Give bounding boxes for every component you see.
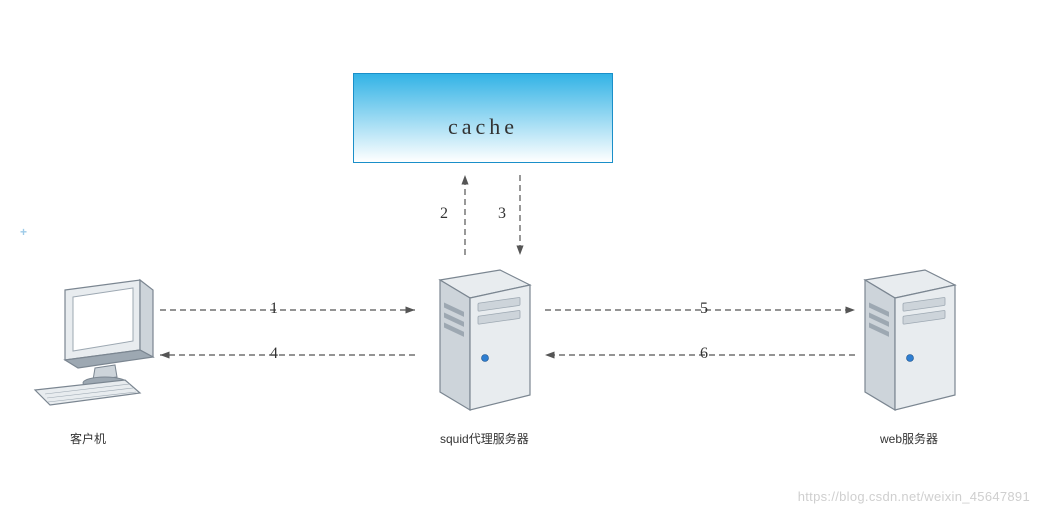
web-icon (865, 270, 955, 410)
edge-label-1: 1 (270, 300, 278, 318)
proxy-icon (440, 270, 530, 410)
edge-label-5: 5 (700, 300, 708, 318)
edge-label-4: 4 (270, 345, 278, 363)
client-icon (35, 280, 153, 405)
client-label: 客户机 (70, 430, 106, 447)
diagram-canvas: cache + (0, 0, 1040, 510)
edge-label-3: 3 (498, 205, 506, 223)
edge-label-2: 2 (440, 205, 448, 223)
watermark: https://blog.csdn.net/weixin_45647891 (798, 489, 1030, 504)
edge-label-6: 6 (700, 345, 708, 363)
cache-box: cache (353, 73, 613, 163)
web-label: web服务器 (880, 430, 938, 447)
plus-decoration: + (20, 225, 27, 239)
cache-label: cache (354, 114, 612, 140)
proxy-label: squid代理服务器 (440, 430, 529, 447)
